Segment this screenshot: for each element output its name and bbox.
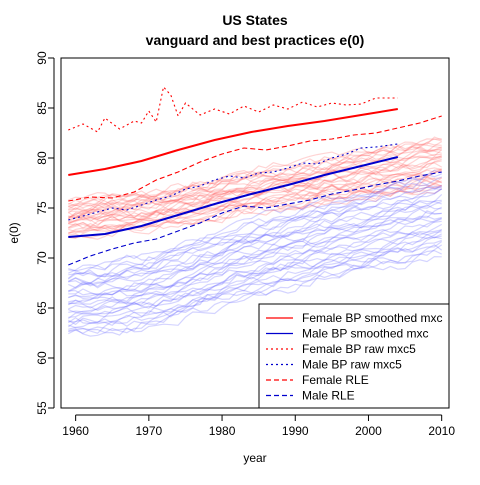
chart-title-line2: vanguard and best practices e(0) bbox=[146, 32, 365, 48]
y-tick-label: 55 bbox=[35, 401, 49, 415]
male-state-line bbox=[68, 218, 441, 312]
y-tick-label: 70 bbox=[35, 251, 49, 265]
x-tick-label: 1990 bbox=[282, 424, 309, 438]
y-tick-label: 65 bbox=[35, 301, 49, 315]
x-axis-label: year bbox=[243, 451, 266, 465]
series-line-female-bp-smoothed-mxc bbox=[68, 109, 398, 175]
chart-title-line1: US States bbox=[222, 12, 288, 28]
y-tick-label: 75 bbox=[35, 201, 49, 215]
legend-label: Male RLE bbox=[302, 389, 355, 403]
legend-label: Male BP smoothed mxc bbox=[302, 327, 429, 341]
x-tick-label: 1980 bbox=[209, 424, 236, 438]
legend-label: Male BP raw mxc5 bbox=[302, 358, 402, 372]
y-tick-label: 90 bbox=[35, 51, 49, 65]
y-tick-label: 60 bbox=[35, 351, 49, 365]
legend-label: Female BP raw mxc5 bbox=[302, 342, 416, 356]
x-tick-label: 1960 bbox=[62, 424, 89, 438]
y-axis: 55 60 65 70 75 80 85 90 bbox=[35, 51, 54, 415]
x-axis: 1960 1970 1980 1990 2000 2010 bbox=[62, 415, 455, 438]
legend-label: Female RLE bbox=[302, 373, 369, 387]
y-axis-label: e(0) bbox=[7, 222, 21, 243]
x-tick-label: 2010 bbox=[428, 424, 455, 438]
series-line-female-bp-raw-mxc5 bbox=[68, 87, 398, 132]
y-tick-label: 80 bbox=[35, 151, 49, 165]
x-tick-label: 2000 bbox=[355, 424, 382, 438]
x-tick-label: 1970 bbox=[135, 424, 162, 438]
legend-label: Female BP smoothed mxc bbox=[302, 311, 443, 325]
legend: Female BP smoothed mxc Male BP smoothed m… bbox=[259, 304, 449, 408]
y-tick-label: 85 bbox=[35, 101, 49, 115]
